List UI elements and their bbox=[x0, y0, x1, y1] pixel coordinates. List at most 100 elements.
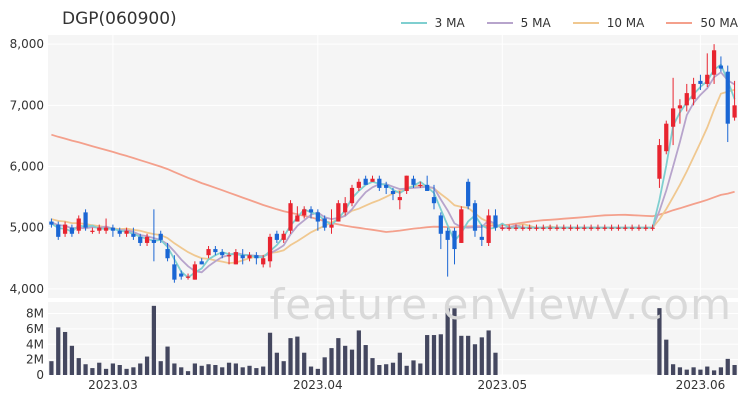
candle-body bbox=[691, 83, 696, 100]
candle-body bbox=[315, 212, 320, 222]
volume-bar bbox=[411, 360, 416, 375]
volume-bar bbox=[103, 368, 109, 375]
volume-bar bbox=[302, 352, 307, 375]
candle-body bbox=[192, 264, 197, 280]
volume-bar bbox=[336, 338, 341, 375]
candle-body bbox=[459, 209, 464, 243]
volume-bar bbox=[220, 367, 225, 375]
volume-bar bbox=[199, 365, 204, 375]
candle-body bbox=[179, 273, 184, 277]
candle-body bbox=[609, 227, 614, 229]
legend-swatch-ma50 bbox=[666, 22, 693, 24]
volume-tick-label: 2M bbox=[26, 353, 44, 367]
volume-bar bbox=[213, 365, 218, 375]
candle-body bbox=[56, 224, 61, 237]
candle-body bbox=[404, 175, 409, 191]
volume-bar bbox=[185, 371, 191, 375]
volume-bar bbox=[138, 363, 143, 375]
price-tick-label: 5,000 bbox=[10, 221, 44, 235]
volume-bar bbox=[397, 352, 402, 375]
volume-bar bbox=[670, 364, 676, 375]
candle-body bbox=[172, 264, 177, 280]
candle-body bbox=[213, 249, 218, 253]
candle-body bbox=[472, 203, 478, 231]
candle-body bbox=[486, 215, 491, 243]
candle-body bbox=[418, 184, 423, 187]
watermark: feature.enViewV.com bbox=[269, 280, 732, 329]
volume-bar bbox=[144, 356, 150, 375]
candle-body bbox=[322, 218, 327, 228]
candle-body bbox=[527, 227, 532, 229]
candle-body bbox=[534, 227, 539, 229]
volume-tick-label: 0 bbox=[36, 368, 44, 382]
candle-body bbox=[561, 227, 566, 229]
price-tick-label: 8,000 bbox=[10, 37, 44, 51]
candle-body bbox=[425, 184, 430, 191]
volume-bar bbox=[452, 307, 457, 375]
volume-bar bbox=[691, 367, 696, 375]
volume-bar bbox=[493, 352, 498, 375]
candle-body bbox=[541, 227, 546, 229]
volume-bar bbox=[158, 361, 163, 375]
candle-body bbox=[623, 227, 628, 229]
candle-body bbox=[520, 227, 525, 229]
candle-body bbox=[90, 230, 95, 232]
candle-body bbox=[370, 178, 375, 182]
legend-label-ma50: 50 MA bbox=[700, 16, 738, 30]
volume-bar bbox=[49, 361, 54, 375]
legend-item-ma10: 10 MA bbox=[572, 16, 645, 30]
candle-body bbox=[158, 233, 163, 240]
volume-bar bbox=[192, 363, 197, 375]
candle-body bbox=[582, 227, 587, 229]
candle-body bbox=[62, 224, 68, 234]
volume-bar bbox=[281, 361, 286, 375]
volume-bar bbox=[315, 368, 320, 375]
volume-bar bbox=[677, 367, 683, 375]
volume-tick-label: 8M bbox=[26, 307, 44, 321]
legend-label-ma5: 5 MA bbox=[520, 16, 551, 30]
volume-bar bbox=[356, 330, 361, 375]
candle-body bbox=[677, 105, 683, 109]
legend-label-ma10: 10 MA bbox=[606, 16, 645, 30]
candle-body bbox=[636, 227, 642, 229]
volume-bar bbox=[370, 358, 375, 375]
volume-bar bbox=[274, 352, 279, 375]
volume-bar bbox=[445, 307, 450, 375]
candle-body bbox=[711, 50, 717, 75]
candle-body bbox=[151, 239, 157, 243]
candle-body bbox=[616, 227, 621, 229]
candle-body bbox=[117, 230, 122, 234]
candle-body bbox=[199, 261, 204, 265]
candle-body bbox=[185, 276, 191, 278]
candle-body bbox=[575, 227, 580, 229]
volume-bar bbox=[97, 362, 102, 375]
volume-bar bbox=[698, 369, 703, 375]
volume-bar bbox=[69, 345, 75, 375]
candle-body bbox=[602, 227, 607, 229]
volume-bar bbox=[705, 366, 710, 375]
volume-bar bbox=[684, 369, 689, 375]
candle-body bbox=[732, 105, 737, 118]
volume-bar bbox=[151, 305, 157, 375]
volume-bar bbox=[377, 365, 382, 375]
volume-bar bbox=[466, 335, 471, 375]
candle-body bbox=[124, 230, 129, 234]
candle-body bbox=[513, 227, 519, 229]
volume-bar bbox=[261, 366, 266, 375]
candle-body bbox=[281, 233, 286, 240]
candle-body bbox=[110, 227, 116, 231]
candle-body bbox=[103, 227, 109, 231]
candle-body bbox=[500, 227, 505, 229]
candle-body bbox=[507, 227, 512, 229]
legend-swatch-ma3 bbox=[400, 22, 427, 24]
candle-body bbox=[97, 227, 102, 231]
candle-body bbox=[343, 203, 348, 213]
volume-bar bbox=[83, 364, 88, 375]
volume-bar bbox=[343, 345, 348, 375]
x-tick-label: 2023.06 bbox=[676, 378, 726, 392]
candle-body bbox=[670, 108, 676, 127]
legend-swatch-ma10 bbox=[572, 22, 599, 24]
volume-bar bbox=[295, 336, 300, 375]
